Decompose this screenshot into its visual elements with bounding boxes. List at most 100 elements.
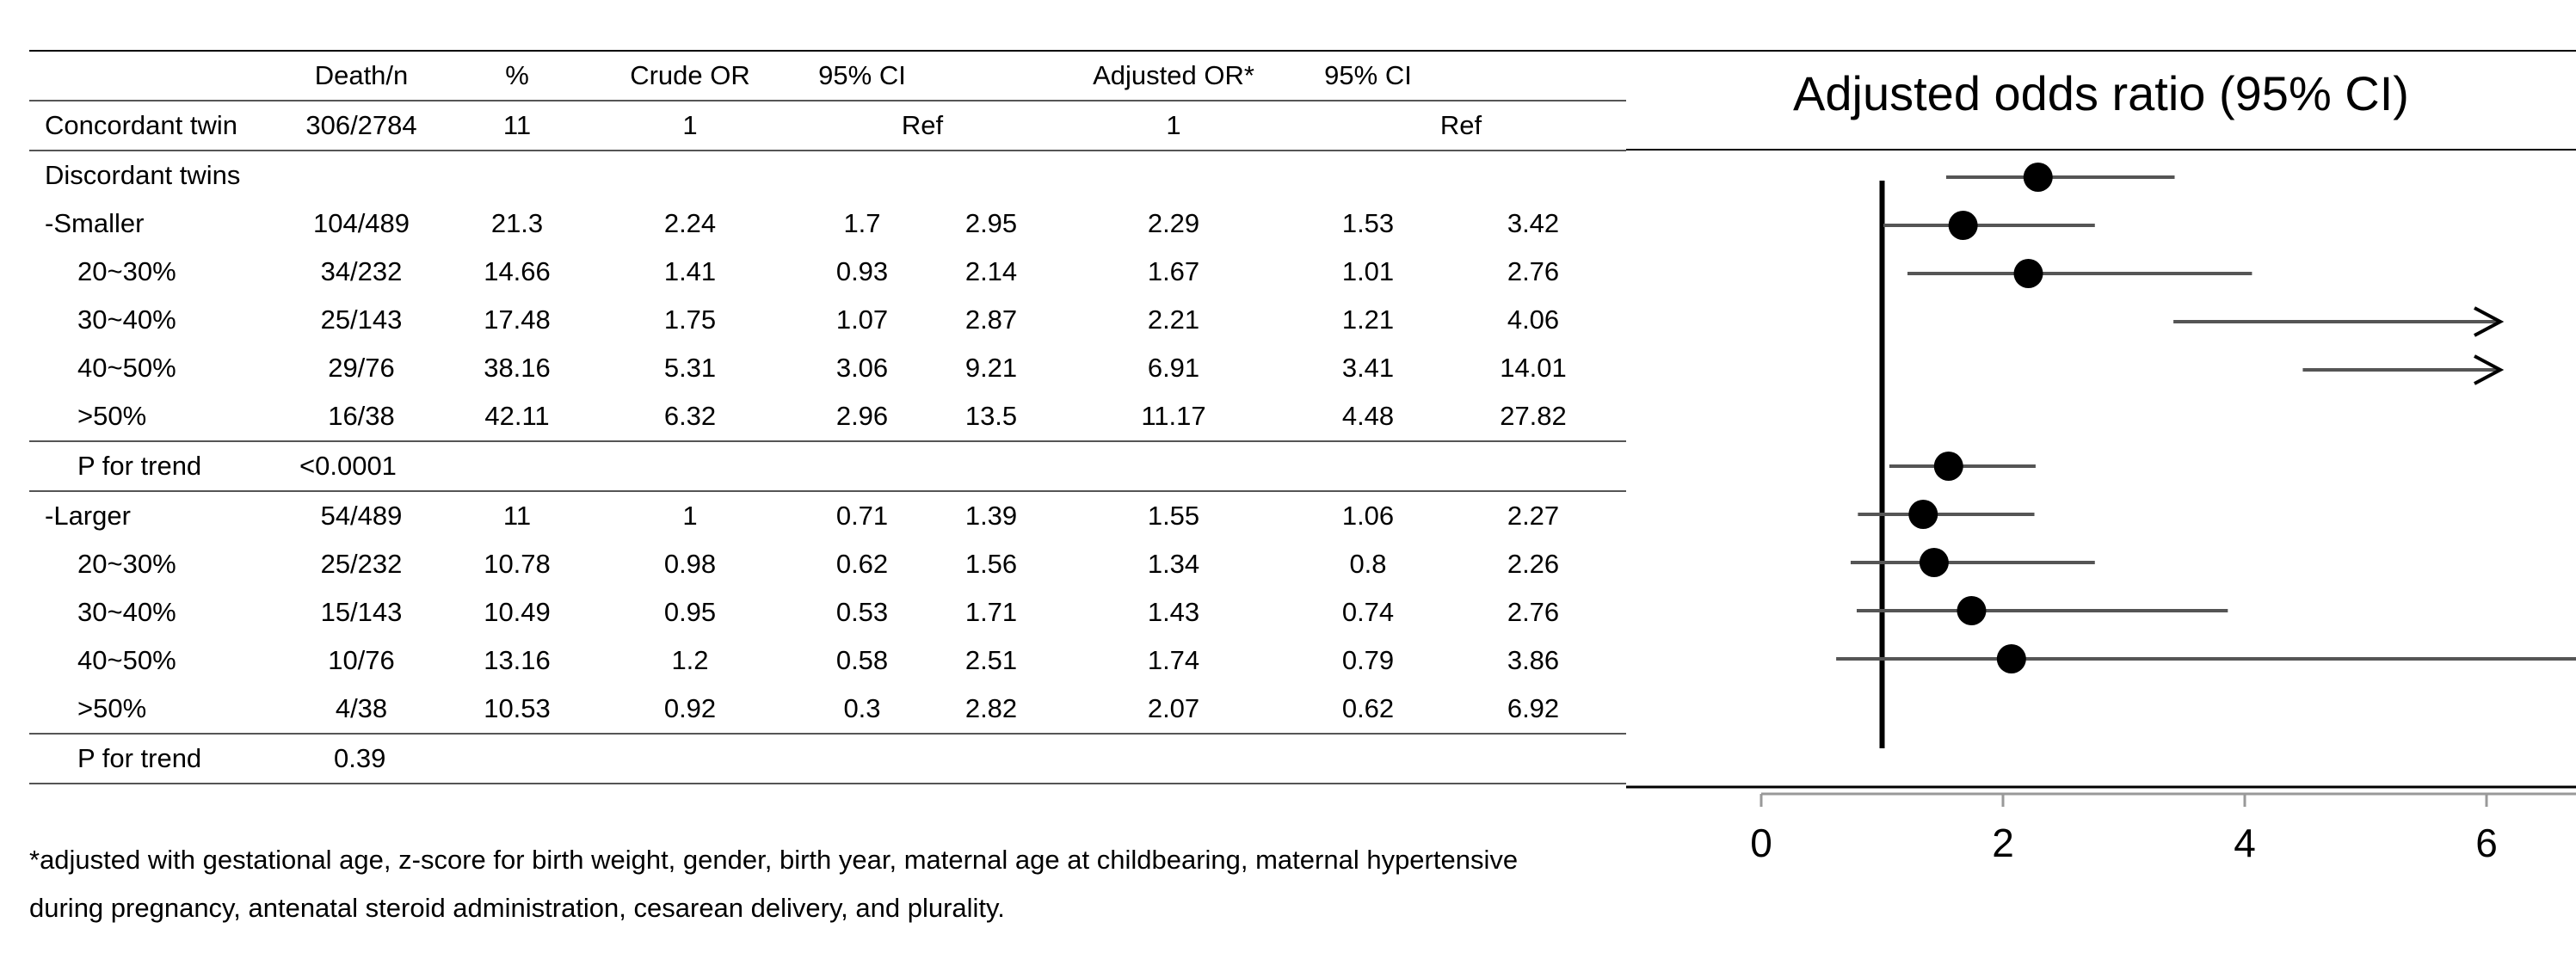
cell-crude-or: 1.75 [663, 304, 717, 335]
cell-adj-ci-low [1296, 150, 1440, 200]
cell-crude-ci-low: 0.3 [843, 693, 881, 723]
cell-adj-ci-high: 3.86 [1507, 645, 1560, 675]
ci-arrow [2474, 354, 2505, 385]
cell-adj-ci-high: 2.76 [1507, 597, 1560, 627]
column-header: 95% CI [1296, 50, 1440, 101]
row-label: P for trend [29, 733, 275, 784]
cell-death-n: 25/232 [320, 549, 403, 579]
cell-adj-ci-low: 0.79 [1341, 645, 1395, 675]
column-header [931, 50, 1051, 101]
cell-death-n: 15/143 [320, 597, 403, 627]
cell-crude-or: 5.31 [663, 353, 717, 383]
cell-adj-ci-high: 3.42 [1507, 208, 1560, 238]
table-row: P for trend 0.39 [29, 733, 1626, 784]
cell-adj-or: 1.43 [1147, 597, 1200, 627]
table-row: 40~50% 29/76 38.16 5.31 3.06 9.21 6.91 3.41 14.0… [29, 344, 1626, 392]
cell-crude-ci-low: 3.06 [835, 353, 889, 383]
cell-crude-ci-low: 0.53 [835, 597, 889, 627]
cell-death-n: 306/2784 [275, 100, 447, 151]
cell-adj-or: 11.17 [1141, 401, 1206, 431]
forest-plot-svg: Adjusted odds ratio (95% CI)024681012 [1626, 50, 2576, 865]
cell-pct: 13.16 [484, 645, 551, 675]
cell-pct: 10.53 [484, 693, 551, 723]
cell-adj-or: 6.91 [1147, 353, 1200, 383]
odds-ratio-table: Death/n% Crude OR 95% CI Adjusted OR* 95% CI… [29, 50, 1626, 784]
cell-crude-or: 0.98 [663, 549, 717, 579]
or-point [1933, 452, 1963, 481]
cell-crude-or: 0.92 [663, 693, 717, 723]
footnote-line-2: during pregnancy, antenatal steroid admi… [29, 893, 1005, 923]
cell-adj-ci-low: Ref [1296, 100, 1626, 151]
cell-pct: 10.78 [484, 549, 551, 579]
x-tick-label: 6 [2475, 821, 2498, 865]
cell-adj-or: 1.74 [1147, 645, 1200, 675]
or-table-area: Death/n% Crude OR 95% CI Adjusted OR* 95% CI… [29, 50, 1626, 786]
row-label: 20~30% [77, 549, 176, 579]
cell-crude-ci-high [931, 150, 1051, 200]
cell-adj-or: 2.21 [1147, 304, 1200, 335]
cell-crude-ci-high: 2.14 [964, 256, 1018, 286]
cell-crude-ci-high: 9.21 [964, 353, 1018, 383]
or-point [1996, 644, 2026, 673]
cell-adj-ci-high: 2.76 [1507, 256, 1560, 286]
cell-crude-or: 1 [587, 100, 793, 151]
cell-adj-or: 1.55 [1051, 490, 1296, 540]
cell-pct: 10.49 [484, 597, 551, 627]
p-for-trend-value: <0.0001 [275, 440, 587, 491]
cell-adj-or: 1 [1051, 100, 1296, 151]
cell-adj-ci-high: 27.82 [1500, 401, 1567, 431]
cell-pct: 21.3 [490, 208, 544, 238]
cell-crude-ci-high: 13.5 [964, 401, 1018, 431]
cell-death-n: 29/76 [328, 353, 395, 383]
column-header: Death/n [275, 50, 447, 101]
column-header: Adjusted OR* [1051, 50, 1296, 101]
cell-pct: 17.48 [484, 304, 551, 335]
x-tick-label: 2 [1992, 821, 2014, 865]
cell-adj-ci-high: 2.26 [1507, 549, 1560, 579]
row-label: P for trend [29, 440, 275, 491]
empty-cell [587, 733, 1626, 784]
table-row: >50% 4/38 10.53 0.92 0.3 2.82 2.07 0.62 6.92 [29, 685, 1626, 734]
row-label: >50% [77, 401, 147, 431]
row-label: 40~50% [77, 645, 176, 675]
column-header: Crude OR [587, 50, 793, 101]
empty-cell [587, 440, 1626, 491]
row-label: -Larger [29, 490, 275, 540]
cell-crude-ci-high: 1.71 [964, 597, 1018, 627]
table-row: Concordant twin 306/2784 11 1 Ref 1 Ref [29, 100, 1626, 151]
cell-crude-ci-low: 0.71 [793, 490, 931, 540]
cell-death-n: 4/38 [335, 693, 388, 723]
row-label: 30~40% [77, 304, 176, 335]
cell-death-n [275, 150, 447, 200]
cell-adj-or: 2.29 [1147, 208, 1200, 238]
column-header: 95% CI [793, 50, 931, 101]
cell-death-n: 104/489 [312, 208, 410, 238]
cell-adj-or: 2.07 [1147, 693, 1200, 723]
ci-arrow [2474, 306, 2505, 337]
or-point [1908, 500, 1938, 529]
or-point [1957, 596, 1987, 625]
row-label: 40~50% [77, 353, 176, 383]
cell-death-n: 16/38 [328, 401, 395, 431]
table-row: 20~30% 25/232 10.78 0.98 0.62 1.56 1.34 0.8 2.26 [29, 540, 1626, 588]
cell-adj-ci-low: 0.8 [1349, 549, 1387, 579]
table-row: 20~30% 34/232 14.66 1.41 0.93 2.14 1.67 1.01 2.7… [29, 248, 1626, 296]
row-label: 20~30% [77, 256, 176, 286]
p-for-trend-value: 0.39 [275, 733, 587, 784]
cell-adj-or [1051, 150, 1296, 200]
cell-adj-or: 1.67 [1147, 256, 1200, 286]
cell-pct: 14.66 [484, 256, 551, 286]
cell-crude-or: 1.41 [663, 256, 717, 286]
cell-adj-ci-low: 1.53 [1341, 208, 1395, 238]
cell-adj-ci-low: 1.06 [1296, 490, 1440, 540]
cell-adj-ci-high: 2.27 [1440, 490, 1626, 540]
cell-adj-ci-high: 14.01 [1500, 353, 1567, 383]
cell-adj-or: 1.34 [1147, 549, 1200, 579]
chart-title: Adjusted odds ratio (95% CI) [1793, 66, 2409, 120]
cell-adj-ci-high [1440, 150, 1626, 200]
table-row: P for trend <0.0001 [29, 440, 1626, 491]
cell-crude-ci-low: 1.07 [835, 304, 889, 335]
cell-pct: 11 [447, 490, 587, 540]
table-row: -Smaller 104/489 21.3 2.24 1.7 2.95 2.29 1.53 3.… [29, 200, 1626, 248]
cell-crude-ci-low: 0.58 [835, 645, 889, 675]
